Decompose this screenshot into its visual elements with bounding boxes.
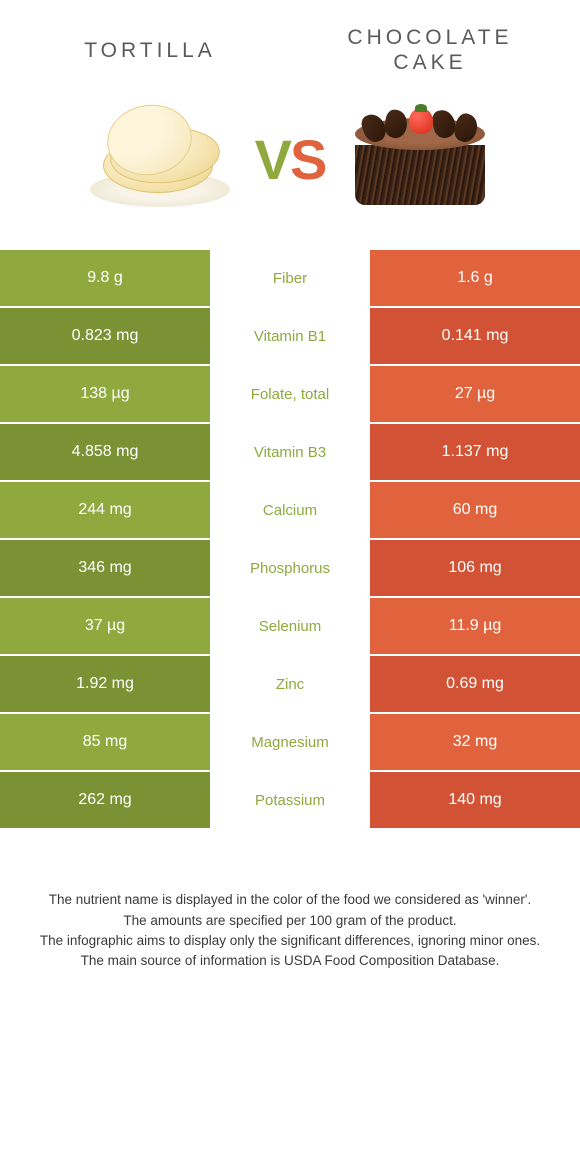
right-value: 60 mg xyxy=(370,482,580,538)
right-value: 0.69 mg xyxy=(370,656,580,712)
table-row: 262 mgPotassium140 mg xyxy=(0,772,580,828)
table-row: 138 µgFolate, total27 µg xyxy=(0,366,580,422)
nutrient-label: Vitamin B3 xyxy=(210,424,370,480)
left-value: 37 µg xyxy=(0,598,210,654)
table-row: 4.858 mgVitamin B31.137 mg xyxy=(0,424,580,480)
nutrient-label: Selenium xyxy=(210,598,370,654)
table-row: 346 mgPhosphorus106 mg xyxy=(0,540,580,596)
left-value: 346 mg xyxy=(0,540,210,596)
nutrient-label: Vitamin B1 xyxy=(210,308,370,364)
nutrient-label: Zinc xyxy=(210,656,370,712)
vs-v: V xyxy=(255,128,290,191)
table-row: 9.8 gFiber1.6 g xyxy=(0,250,580,306)
tortilla-image xyxy=(75,95,245,225)
footer-line: The main source of information is USDA F… xyxy=(30,951,550,971)
footer-line: The nutrient name is displayed in the co… xyxy=(30,890,550,910)
footer-line: The amounts are specified per 100 gram o… xyxy=(30,911,550,931)
nutrient-label: Fiber xyxy=(210,250,370,306)
table-row: 37 µgSelenium11.9 µg xyxy=(0,598,580,654)
left-value: 138 µg xyxy=(0,366,210,422)
table-row: 85 mgMagnesium32 mg xyxy=(0,714,580,770)
infographic: TORTILLA CHOCOLATE CAKE VS xyxy=(0,0,580,1001)
left-food-title: TORTILLA xyxy=(30,38,270,63)
image-row: VS xyxy=(0,85,580,250)
nutrient-label: Folate, total xyxy=(210,366,370,422)
header: TORTILLA CHOCOLATE CAKE xyxy=(0,0,580,85)
right-value: 27 µg xyxy=(370,366,580,422)
right-value: 1.6 g xyxy=(370,250,580,306)
nutrient-label: Magnesium xyxy=(210,714,370,770)
right-value: 0.141 mg xyxy=(370,308,580,364)
left-value: 0.823 mg xyxy=(0,308,210,364)
left-value: 1.92 mg xyxy=(0,656,210,712)
right-value: 106 mg xyxy=(370,540,580,596)
table-row: 0.823 mgVitamin B10.141 mg xyxy=(0,308,580,364)
left-value: 4.858 mg xyxy=(0,424,210,480)
table-row: 1.92 mgZinc0.69 mg xyxy=(0,656,580,712)
vs-label: VS xyxy=(255,132,326,188)
nutrient-label: Potassium xyxy=(210,772,370,828)
left-value: 244 mg xyxy=(0,482,210,538)
left-value: 85 mg xyxy=(0,714,210,770)
right-value: 140 mg xyxy=(370,772,580,828)
right-value: 1.137 mg xyxy=(370,424,580,480)
nutrient-label: Calcium xyxy=(210,482,370,538)
footer-line: The infographic aims to display only the… xyxy=(30,931,550,951)
nutrient-label: Phosphorus xyxy=(210,540,370,596)
vs-s: S xyxy=(290,128,325,191)
left-value: 262 mg xyxy=(0,772,210,828)
right-value: 11.9 µg xyxy=(370,598,580,654)
table-row: 244 mgCalcium60 mg xyxy=(0,482,580,538)
left-value: 9.8 g xyxy=(0,250,210,306)
right-value: 32 mg xyxy=(370,714,580,770)
comparison-table: 9.8 gFiber1.6 g0.823 mgVitamin B10.141 m… xyxy=(0,250,580,828)
right-food-title: CHOCOLATE CAKE xyxy=(310,25,550,75)
cake-image xyxy=(335,95,505,225)
footer-notes: The nutrient name is displayed in the co… xyxy=(0,830,580,1001)
